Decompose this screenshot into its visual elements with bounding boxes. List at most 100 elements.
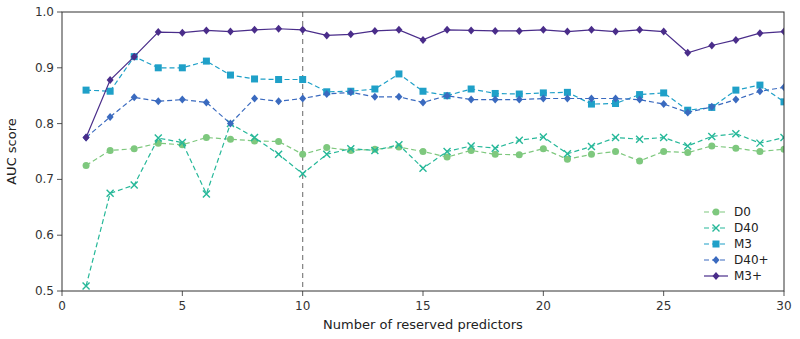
point (275, 25, 282, 33)
legend-label: M3 (734, 237, 752, 251)
x-tick (62, 291, 63, 296)
point (781, 98, 785, 105)
point (540, 26, 547, 34)
point (732, 87, 739, 94)
point (251, 94, 258, 102)
point (323, 151, 330, 158)
x-tick (182, 291, 183, 296)
legend-item: D40 (704, 221, 759, 235)
x-tick (543, 291, 544, 296)
point (83, 134, 90, 142)
point (781, 83, 785, 91)
point (468, 86, 475, 93)
point (83, 162, 90, 169)
point (299, 76, 306, 83)
y-tick (57, 123, 62, 124)
point (756, 140, 763, 147)
point (107, 190, 114, 197)
point (275, 151, 282, 158)
point (371, 147, 378, 154)
point (83, 134, 90, 142)
point (275, 138, 282, 145)
point (708, 142, 715, 149)
point (420, 98, 427, 106)
legend-swatch-marker (713, 241, 720, 248)
x-tick-label: 5 (179, 299, 187, 313)
legend-label: D40 (734, 221, 759, 235)
point (781, 146, 785, 153)
point (444, 26, 451, 34)
point (612, 148, 619, 155)
point (444, 148, 451, 155)
point (612, 94, 619, 102)
point (347, 88, 354, 96)
point (708, 41, 715, 49)
point (203, 26, 210, 34)
point (732, 36, 739, 44)
point (468, 142, 475, 149)
point (492, 145, 499, 152)
point (636, 96, 643, 104)
legend-label: M3+ (734, 269, 762, 283)
point (444, 92, 451, 99)
point (299, 26, 306, 34)
point (516, 96, 523, 104)
point (612, 28, 619, 36)
point (203, 98, 210, 106)
point (684, 108, 691, 116)
y-tick-label: 0.7 (35, 172, 54, 186)
point (444, 92, 451, 100)
point (684, 149, 691, 156)
point (588, 94, 595, 102)
series-line (86, 87, 784, 137)
point (251, 26, 258, 34)
plot-frame (62, 12, 784, 291)
point (420, 36, 427, 44)
point (732, 145, 739, 152)
point (708, 103, 715, 111)
legend-swatch-marker (713, 225, 720, 232)
chart: 0510152025300.50.60.70.80.91.0Number of … (0, 0, 800, 339)
point (107, 113, 114, 121)
point (275, 76, 282, 83)
point (155, 97, 162, 105)
series-line (86, 57, 784, 111)
y-tick (57, 235, 62, 236)
y-tick (57, 67, 62, 68)
point (636, 26, 643, 34)
point (756, 29, 763, 37)
series (83, 134, 784, 169)
point (684, 49, 691, 57)
point (468, 26, 475, 34)
point (227, 72, 234, 79)
point (299, 170, 306, 177)
point (395, 26, 402, 34)
point (516, 151, 523, 158)
x-tick (784, 291, 785, 296)
legend-background (700, 201, 778, 287)
point (83, 87, 90, 94)
point (227, 28, 234, 36)
point (420, 165, 427, 172)
point (660, 89, 667, 96)
x-tick-label: 15 (415, 299, 430, 313)
point (636, 157, 643, 164)
point (227, 120, 234, 128)
point (131, 181, 138, 188)
legend-item: D0 (704, 205, 751, 219)
point (155, 28, 162, 36)
x-tick (663, 291, 664, 296)
point (732, 96, 739, 104)
point (179, 96, 186, 104)
point (179, 139, 186, 146)
legend-swatch-marker (713, 209, 720, 216)
point (492, 96, 499, 104)
point (684, 142, 691, 149)
point (492, 151, 499, 158)
point (131, 93, 138, 101)
point (612, 134, 619, 141)
x-tick-label: 30 (776, 299, 791, 313)
point (516, 137, 523, 144)
point (420, 88, 427, 95)
y-tick-label: 0.9 (35, 61, 54, 75)
